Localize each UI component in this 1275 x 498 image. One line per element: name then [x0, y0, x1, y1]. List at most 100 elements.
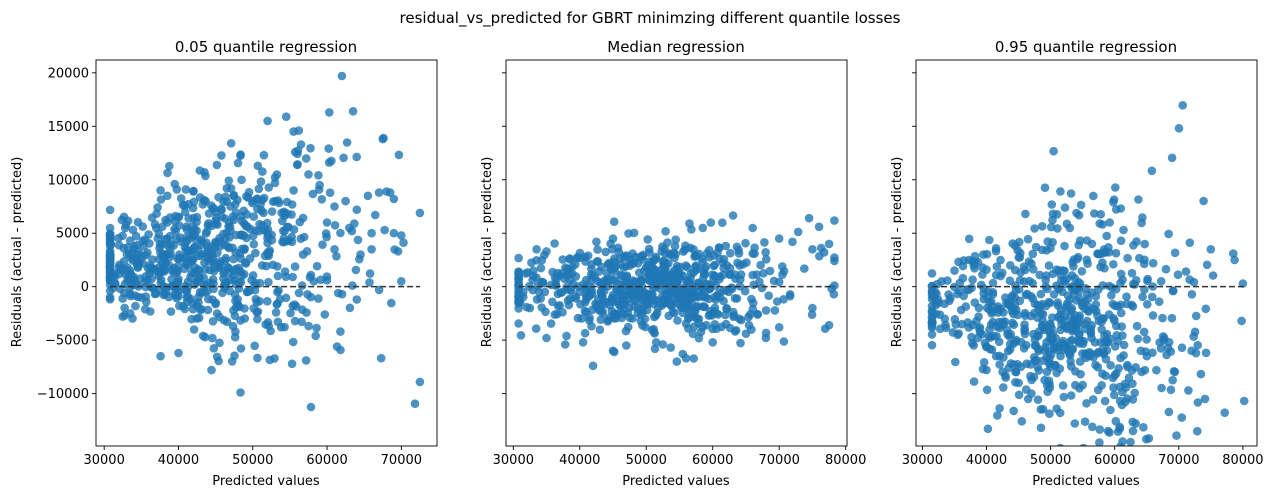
data-point	[290, 262, 300, 271]
data-point	[166, 249, 175, 259]
data-point	[685, 219, 694, 228]
data-point	[206, 249, 215, 259]
data-point	[1115, 424, 1125, 434]
data-point	[348, 281, 357, 290]
data-point	[593, 245, 602, 254]
data-point	[617, 301, 626, 310]
data-point	[336, 327, 345, 336]
data-point	[985, 235, 994, 245]
data-point	[808, 303, 817, 313]
data-point	[683, 263, 692, 272]
data-point	[927, 308, 937, 317]
data-point	[1103, 426, 1113, 436]
data-point	[1004, 363, 1013, 373]
data-point	[204, 294, 213, 304]
data-point	[576, 300, 585, 309]
data-point	[226, 139, 236, 148]
data-point	[298, 305, 307, 315]
data-point	[289, 186, 298, 195]
data-point	[816, 243, 826, 253]
data-point	[734, 249, 744, 258]
data-point	[1104, 248, 1114, 257]
data-point	[814, 222, 824, 232]
data-point	[374, 285, 384, 295]
data-point	[134, 250, 144, 260]
data-point	[994, 337, 1004, 347]
data-point	[661, 227, 670, 236]
data-point	[1094, 285, 1103, 295]
data-point	[286, 308, 295, 318]
data-point	[679, 247, 688, 256]
data-point	[173, 254, 182, 263]
data-point	[1189, 332, 1198, 341]
data-point	[1181, 267, 1191, 276]
data-point	[351, 265, 361, 275]
data-point	[244, 187, 254, 197]
data-point	[180, 201, 189, 211]
data-point	[1082, 316, 1092, 326]
data-point	[1089, 304, 1098, 314]
data-point	[333, 288, 343, 298]
data-point	[1022, 359, 1031, 369]
data-point	[762, 254, 771, 264]
data-point	[253, 314, 262, 324]
data-point	[301, 356, 311, 365]
data-point	[531, 324, 541, 333]
data-point	[988, 287, 998, 297]
data-point	[1089, 191, 1098, 201]
data-point	[1058, 381, 1068, 390]
data-point	[200, 332, 210, 342]
data-point	[387, 298, 396, 308]
data-point	[215, 262, 224, 271]
data-point	[287, 359, 297, 369]
data-point	[774, 277, 784, 287]
data-point	[1174, 124, 1184, 133]
data-point	[1154, 297, 1164, 307]
data-point	[1011, 367, 1020, 377]
data-point	[212, 160, 222, 170]
data-point	[587, 321, 596, 331]
data-point	[250, 285, 260, 295]
data-point	[1172, 431, 1181, 440]
data-point	[111, 279, 120, 288]
data-point	[514, 267, 523, 277]
data-point	[562, 331, 571, 341]
data-point	[1005, 276, 1015, 286]
data-point	[748, 223, 757, 233]
data-point	[1199, 196, 1208, 206]
data-point	[596, 278, 606, 287]
data-point	[1020, 329, 1030, 339]
data-point	[1096, 262, 1105, 272]
data-point	[1036, 289, 1046, 299]
data-point	[1164, 229, 1173, 239]
data-point	[105, 223, 115, 233]
data-point	[230, 311, 240, 321]
data-point	[201, 265, 210, 274]
data-point	[974, 303, 984, 313]
data-point	[294, 126, 304, 135]
data-point	[178, 301, 188, 311]
data-point	[256, 177, 266, 186]
data-point	[297, 281, 307, 290]
data-point	[672, 357, 682, 366]
data-point	[273, 299, 282, 308]
x-tick-label: 30000	[902, 453, 943, 468]
data-point	[972, 316, 981, 326]
subplot-title-quantile-095: 0.95 quantile regression	[995, 38, 1177, 56]
data-point	[236, 230, 246, 240]
data-point	[327, 156, 336, 166]
data-point	[151, 223, 161, 233]
data-point	[263, 116, 272, 126]
data-point	[1049, 339, 1058, 348]
data-point	[595, 325, 605, 335]
data-point	[268, 260, 278, 270]
data-point	[1116, 278, 1125, 288]
data-point	[124, 269, 133, 278]
data-point	[1036, 423, 1046, 433]
data-point	[979, 294, 989, 304]
data-point	[628, 276, 638, 285]
data-point	[1063, 323, 1073, 333]
data-point	[1014, 390, 1024, 400]
subplot-quantile-005: 0.05 quantile regression Predicted value…	[10, 38, 438, 489]
data-point	[765, 266, 775, 276]
